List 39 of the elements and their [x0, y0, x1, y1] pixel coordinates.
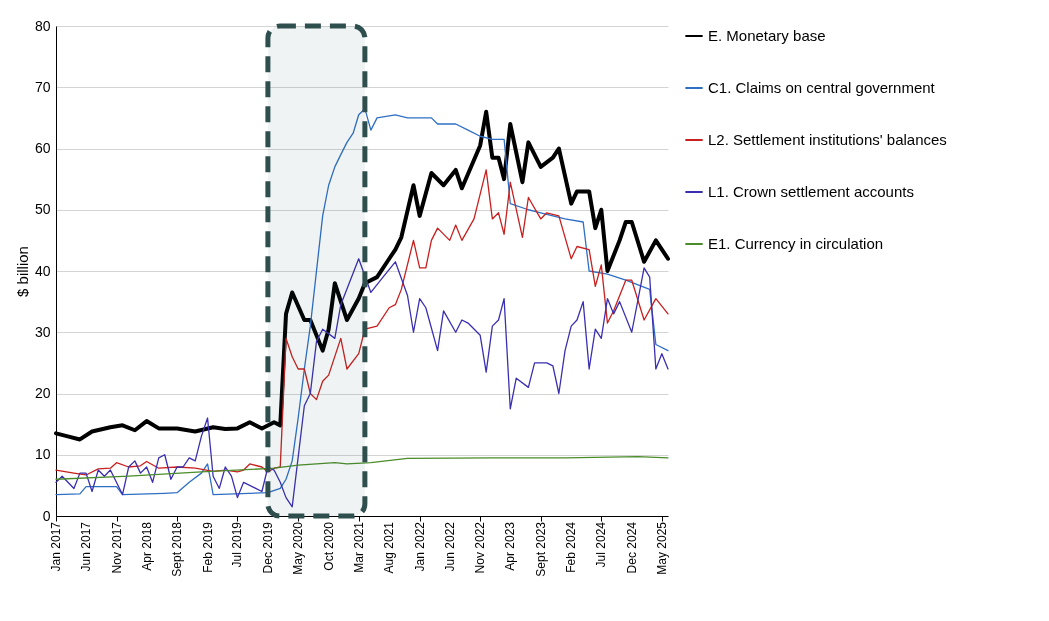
legend-label: L2. Settlement institutions' balances	[708, 131, 947, 148]
y-tick-label: 0	[42, 507, 51, 524]
legend-label: E1. Currency in circulation	[708, 235, 884, 252]
x-tick-label: Apr 2018	[139, 521, 154, 571]
line-series	[55, 455, 669, 480]
x-tick-label: May 2020	[291, 521, 306, 575]
legend-label: E. Monetary base	[708, 27, 826, 44]
y-tick-label: 20	[34, 385, 51, 401]
x-tick-label: Aug 2021	[382, 521, 397, 574]
x-tick-label: Sept 2018	[170, 521, 185, 577]
x-tick-label: Oct 2020	[321, 521, 336, 571]
y-axis-title: $ billion	[13, 246, 31, 297]
y-tick-label: 50	[34, 201, 51, 218]
x-tick-label: Dec 2019	[260, 521, 275, 574]
legend-label: L1. Crown settlement accounts	[708, 183, 914, 200]
x-tick-label: Dec 2024	[624, 521, 639, 574]
legend-label: C1. Claims on central government	[708, 79, 936, 96]
line-series	[55, 169, 669, 476]
x-tick-label: Jan 2017	[49, 521, 63, 572]
x-tick-label: Mar 2021	[351, 521, 366, 573]
line-series	[55, 258, 669, 508]
x-tick-label: Feb 2024	[564, 521, 579, 573]
y-tick-label: 10	[34, 446, 51, 463]
x-tick-label: Jul 2024	[594, 521, 609, 568]
y-tick-label: 80	[34, 17, 51, 34]
y-tick-label: 30	[34, 323, 51, 340]
y-tick-label: 40	[34, 262, 51, 279]
x-tick-label: Apr 2023	[503, 521, 518, 571]
x-tick-label: Jan 2022	[412, 521, 427, 572]
x-tick-label: Jul 2019	[230, 521, 245, 568]
x-tick-label: Sept 2023	[533, 521, 548, 577]
x-tick-label: May 2025	[654, 521, 669, 575]
x-tick-label: Jun 2017	[79, 521, 94, 572]
x-tick-label: Feb 2019	[200, 521, 215, 573]
y-tick-label: 70	[34, 78, 51, 95]
y-tick-label: 60	[34, 140, 51, 156]
x-tick-label: Nov 2017	[109, 521, 124, 574]
x-tick-label: Nov 2022	[473, 521, 488, 574]
x-tick-label: Jun 2022	[442, 521, 457, 572]
